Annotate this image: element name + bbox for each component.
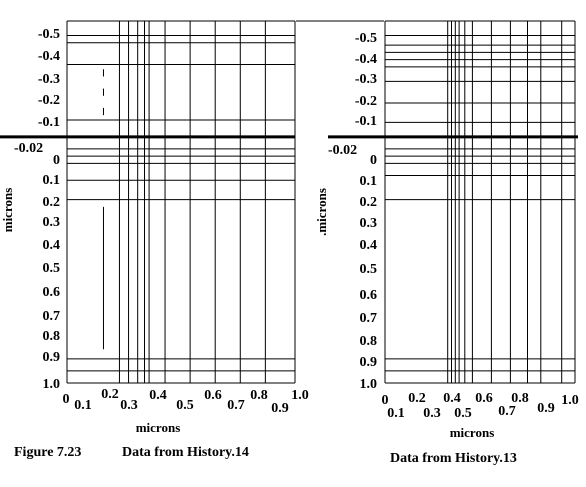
x-tick-label: 0.2 (101, 387, 119, 402)
y-tick-label: -0.1 (38, 115, 60, 130)
y-tick-label: -0.4 (355, 52, 377, 67)
x-tick-label: 0.9 (271, 401, 289, 416)
y-tick-label: 0.2 (360, 195, 378, 210)
y-tick-label: -0.5 (355, 31, 377, 46)
x-tick-label: 0.7 (498, 404, 516, 419)
y-tick-label: 0.6 (360, 288, 378, 303)
x-axis-label: microns (450, 425, 495, 440)
y-tick-label: 0.9 (43, 350, 61, 365)
y-tick-label: 0.7 (43, 309, 61, 324)
figure-label: Figure 7.23 (14, 445, 82, 460)
y-axis-label: microns (0, 188, 15, 233)
x-axis-label: microns (136, 420, 181, 435)
y-tick-label: 0.9 (360, 355, 378, 370)
y-tick-label: 0.1 (360, 174, 378, 189)
y-tick-label: 0.8 (43, 329, 61, 344)
x-tick-label: 0.3 (423, 406, 441, 421)
y-tick-label: 0.6 (43, 285, 61, 300)
panel-right-title: Data from History.13 (390, 451, 517, 466)
x-tick-label: 0.8 (250, 388, 268, 403)
x-tick-label: 1.0 (561, 393, 579, 408)
x-tick-label: 0.4 (443, 391, 461, 406)
x-tick-label: 0.4 (149, 388, 167, 403)
y-tick-label: -0.3 (38, 72, 60, 87)
y-tick-label: 0.3 (360, 216, 378, 231)
y-tick-label: 0.3 (43, 215, 61, 230)
x-tick-label: 0.9 (537, 401, 555, 416)
x-tick-label: 0.8 (511, 391, 529, 406)
y-tick-label: 0 (53, 153, 60, 168)
x-tick-label: 0.7 (227, 398, 245, 413)
y-tick-label: -0.5 (38, 27, 60, 42)
y-tick-label: 0.7 (360, 311, 378, 326)
x-tick-label: 0.5 (454, 406, 472, 421)
x-tick-label: 1.0 (291, 388, 309, 403)
y-tick-label: -0.2 (355, 94, 377, 109)
x-tick-label: 0 (63, 392, 70, 407)
y-tick-label: -0.1 (355, 114, 377, 129)
y-tick-label: -0.3 (355, 72, 377, 87)
y-tick-label: 0.5 (360, 262, 378, 277)
y-tick-label: -0.2 (38, 93, 60, 108)
y-tick-label: -0.4 (38, 49, 60, 64)
x-tick-label: 0.2 (408, 391, 426, 406)
x-tick-label: 0 (382, 393, 389, 408)
y-tick-label: 1.0 (360, 377, 378, 392)
panel-left-title: Data from History.14 (122, 445, 249, 460)
y-tick-label: -0.02 (14, 141, 43, 156)
x-tick-label: 0.1 (387, 406, 405, 421)
y-tick-label: 0.2 (43, 195, 61, 210)
y-tick-label: -0.02 (328, 143, 357, 158)
x-tick-label: 0.1 (74, 398, 92, 413)
y-tick-label: 0.4 (360, 238, 378, 253)
y-tick-label: 0.4 (43, 238, 61, 253)
y-tick-label: 0.5 (43, 261, 61, 276)
x-tick-label: 0.6 (204, 388, 222, 403)
y-tick-label: 0.1 (43, 173, 61, 188)
y-tick-label: 0 (370, 153, 377, 168)
y-axis-label: .microns (314, 188, 329, 236)
x-tick-label: 0.3 (120, 398, 138, 413)
x-tick-label: 0.5 (176, 398, 194, 413)
y-tick-label: 1.0 (43, 377, 61, 392)
x-tick-label: 0.6 (475, 391, 493, 406)
y-tick-label: 0.8 (360, 334, 378, 349)
